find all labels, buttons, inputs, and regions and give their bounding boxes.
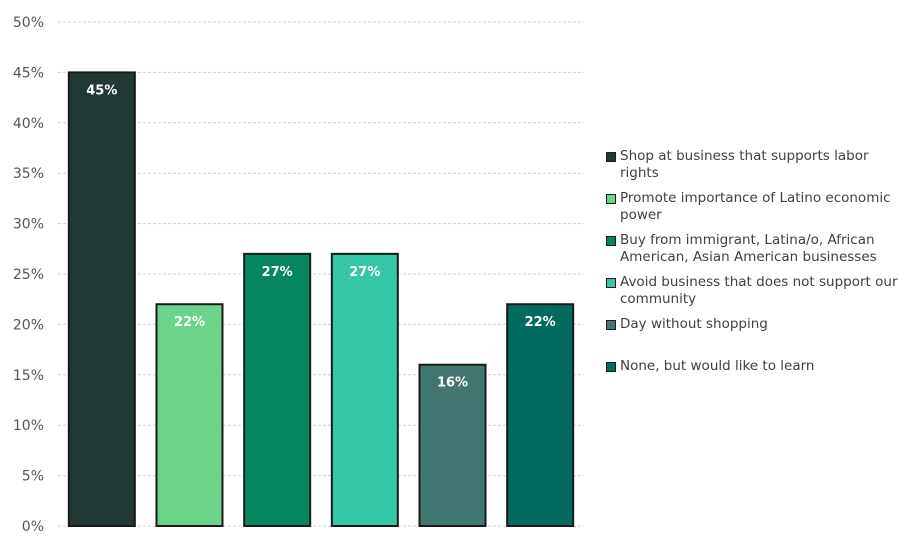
data-label-2: 27% [262,265,293,280]
data-label-0: 45% [86,83,117,98]
y-tick-label: 20% [13,317,44,333]
legend-item: Buy from immigrant, Latina/o, African Am… [606,232,906,266]
bar-2 [243,252,312,527]
bar-5 [506,303,575,527]
bar-1 [155,303,224,527]
legend-label: Buy from immigrant, Latina/o, African Am… [620,232,877,265]
legend-item: Shop at business that supports labor rig… [606,148,906,182]
y-tick-label: 5% [22,469,44,485]
legend-item: None, but would like to learn [606,358,906,375]
y-tick-label: 25% [13,267,44,283]
data-label-3: 27% [349,265,380,280]
legend: Shop at business that supports labor rig… [606,148,906,383]
y-axis-ticks: 0% 5% 10% 15% 20% 25% 30% 35% 40% 45% 50% [13,15,44,535]
y-tick-label: 10% [13,418,44,434]
legend-item: Avoid business that does not support our… [606,274,906,308]
legend-item: Day without shopping [606,316,906,350]
y-tick-label: 45% [13,65,44,81]
y-tick-label: 30% [13,217,44,233]
y-tick-label: 15% [13,368,44,384]
y-tick-label: 0% [22,519,44,535]
legend-swatch-0 [606,152,616,162]
legend-label: Avoid business that does not support our… [620,274,898,307]
legend-swatch-1 [606,194,616,204]
y-tick-label: 50% [13,15,44,31]
bar-4 [418,363,487,527]
data-label-5: 22% [525,315,556,330]
legend-swatch-4 [606,320,616,330]
legend-label: None, but would like to learn [620,358,815,374]
bar-3 [330,252,399,527]
bar-chart: 0% 5% 10% 15% 20% 25% 30% 35% 40% 45% 50% 45% 22% 27… [13,15,584,535]
legend-label: Promote importance of Latino economic po… [620,190,891,223]
legend-label: Day without shopping [620,316,768,332]
y-tick-label: 40% [13,116,44,132]
bars [67,71,575,528]
data-labels: 45% 22% 27% 27% 16% 22% [86,83,555,390]
y-tick-label: 35% [13,166,44,182]
data-label-1: 22% [174,315,205,330]
gridlines [58,21,584,527]
bar-0 [67,71,136,528]
legend-swatch-3 [606,278,616,288]
legend-item: Promote importance of Latino economic po… [606,190,906,224]
legend-swatch-5 [606,362,616,372]
legend-label: Shop at business that supports labor rig… [620,148,869,181]
data-label-4: 16% [437,376,468,391]
legend-swatch-2 [606,236,616,246]
